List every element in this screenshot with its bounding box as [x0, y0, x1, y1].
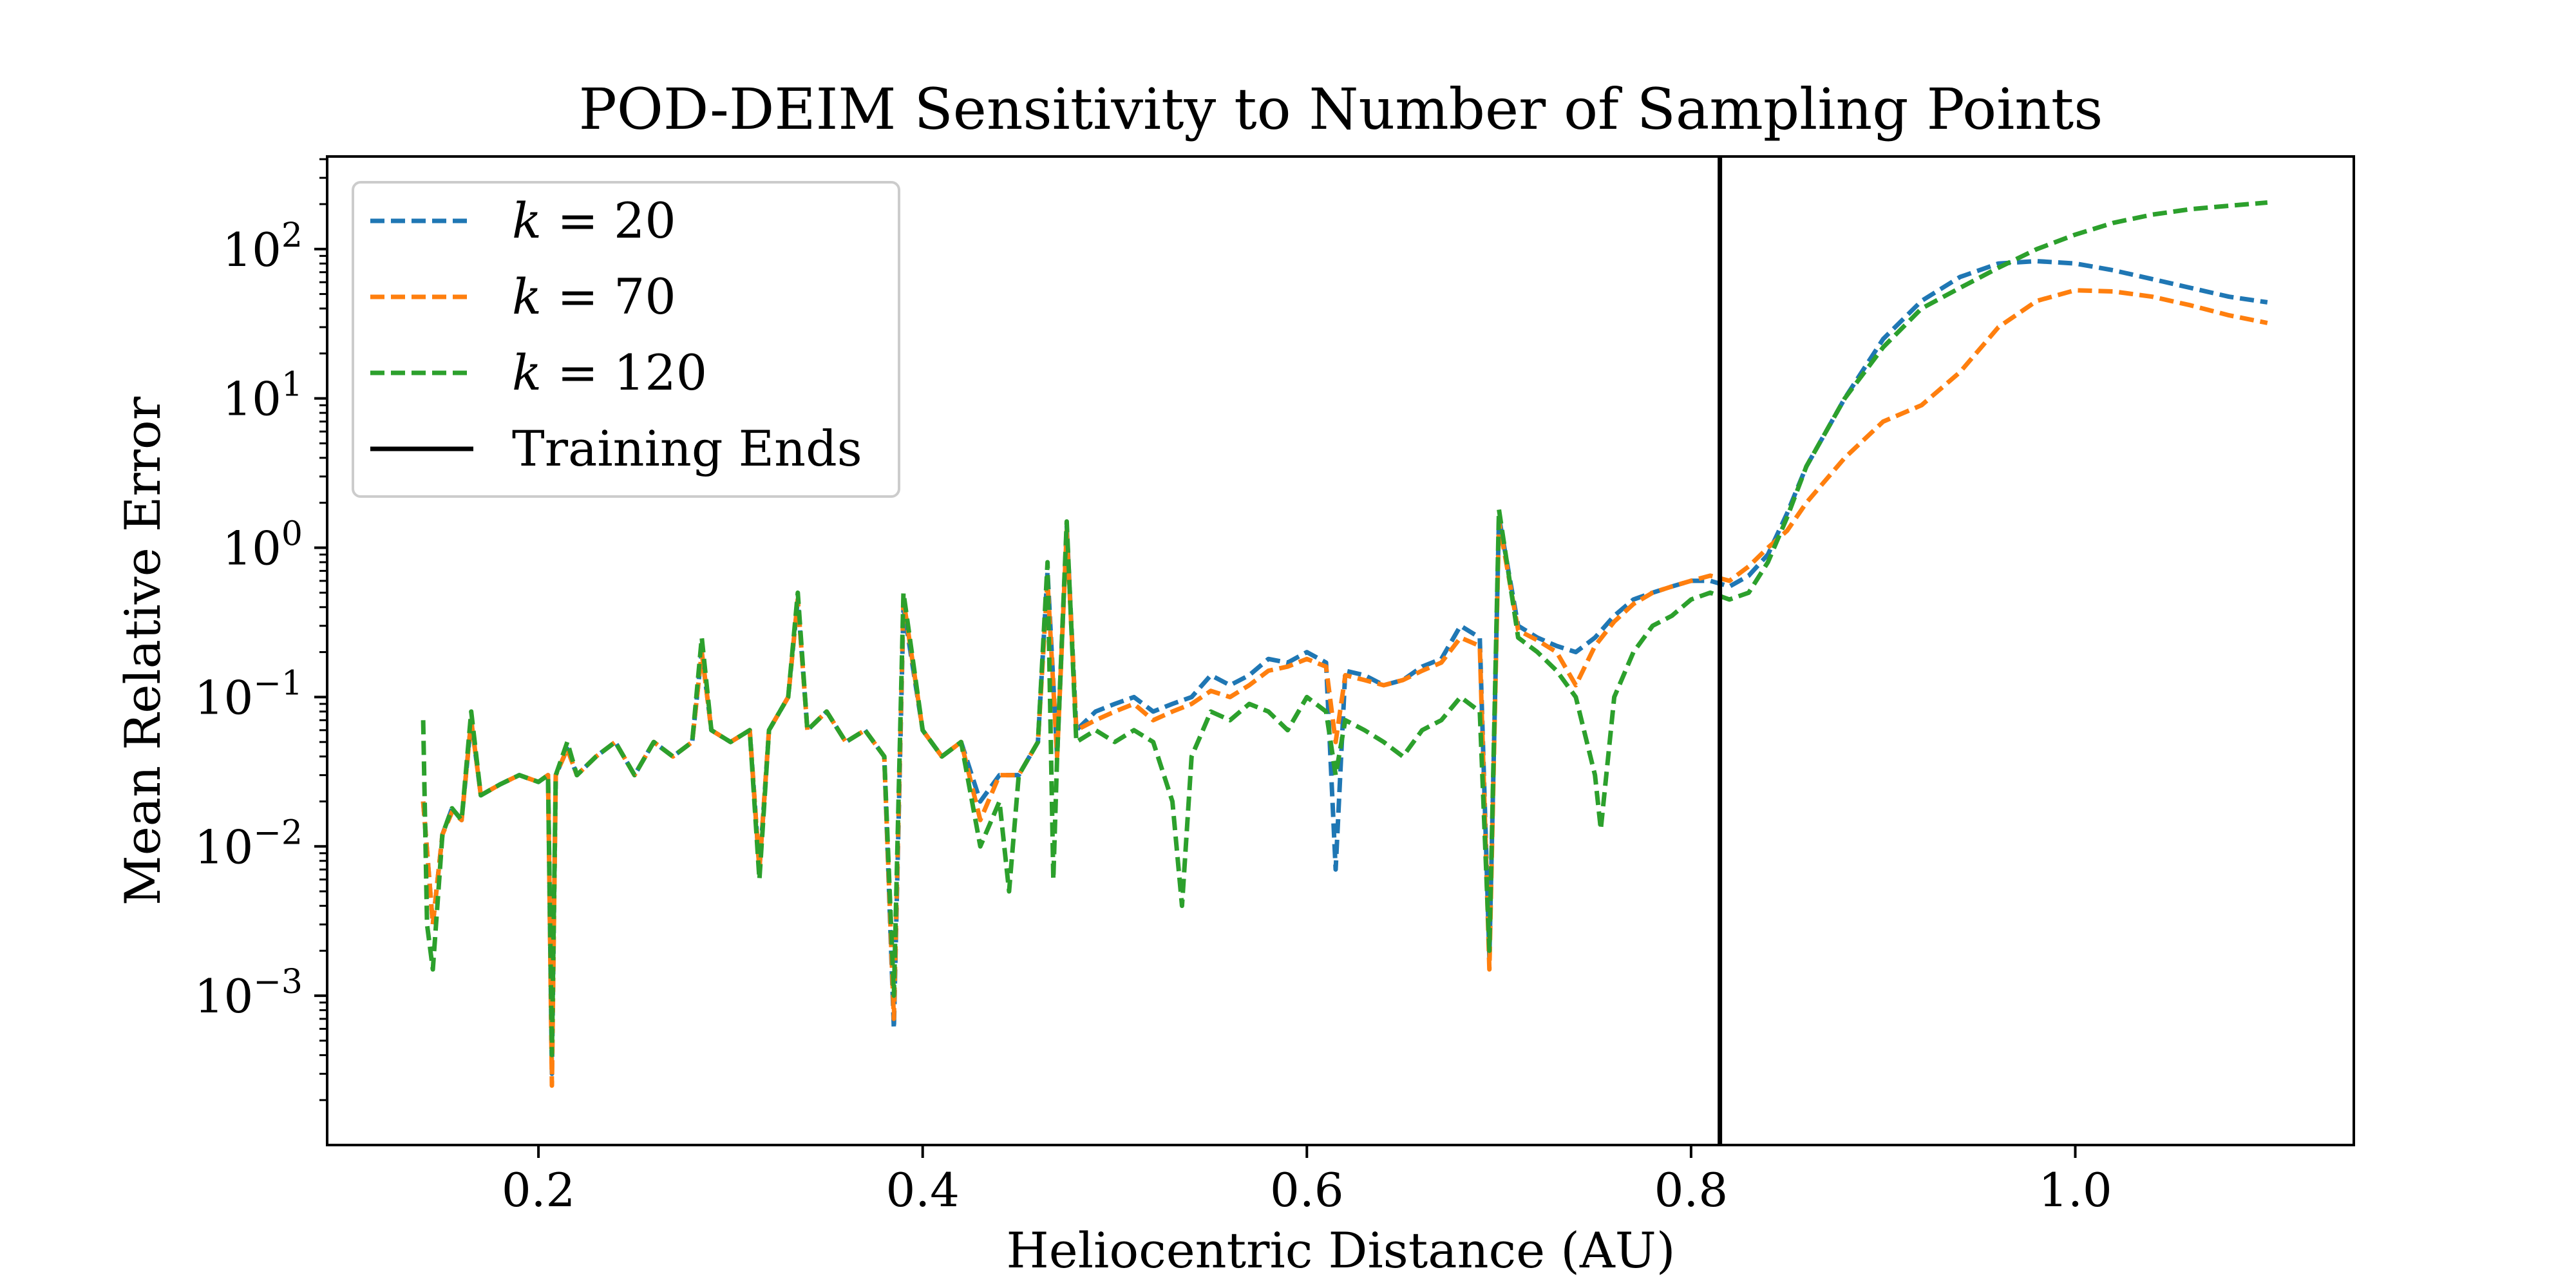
legend-label-2: k = 70 — [512, 268, 676, 325]
y-tick-label: 101 — [222, 366, 303, 426]
y-tick-label: 10−1 — [194, 664, 303, 724]
series-line-3 — [421, 200, 2268, 1057]
x-tick-label: 0.6 — [1270, 1163, 1344, 1217]
x-axis-label: Heliocentric Distance (AU) — [1007, 1222, 1676, 1279]
legend-label-3: k = 120 — [512, 344, 707, 401]
y-axis-label: Mean Relative Error — [114, 396, 171, 905]
y-tick-label: 10−3 — [194, 963, 303, 1023]
y-tick-label: 10−2 — [194, 813, 303, 874]
x-tick-label: 0.8 — [1654, 1163, 1728, 1217]
x-tick-label: 0.4 — [886, 1163, 960, 1217]
legend-label-1: k = 20 — [512, 192, 676, 249]
y-tick-label: 102 — [222, 216, 303, 277]
x-tick-label: 0.2 — [502, 1163, 576, 1217]
plot-frame — [326, 155, 2355, 1146]
x-tick-label: 1.0 — [2038, 1163, 2112, 1217]
legend-label-training: Training Ends — [512, 420, 862, 477]
series-layer — [421, 200, 2268, 1088]
y-tick-label: 100 — [222, 515, 303, 576]
y-axis: 102 101 100 10−1 10−2 10−3 — [194, 158, 327, 1101]
legend-frame — [352, 181, 900, 498]
legend: k = 20 k = 70 k = 120 Training Ends — [352, 181, 900, 498]
chart-title: POD-DEIM Sensitivity to Number of Sampli… — [579, 76, 2103, 142]
x-axis: 0.2 0.4 0.6 0.8 1.0 — [502, 1145, 2112, 1217]
